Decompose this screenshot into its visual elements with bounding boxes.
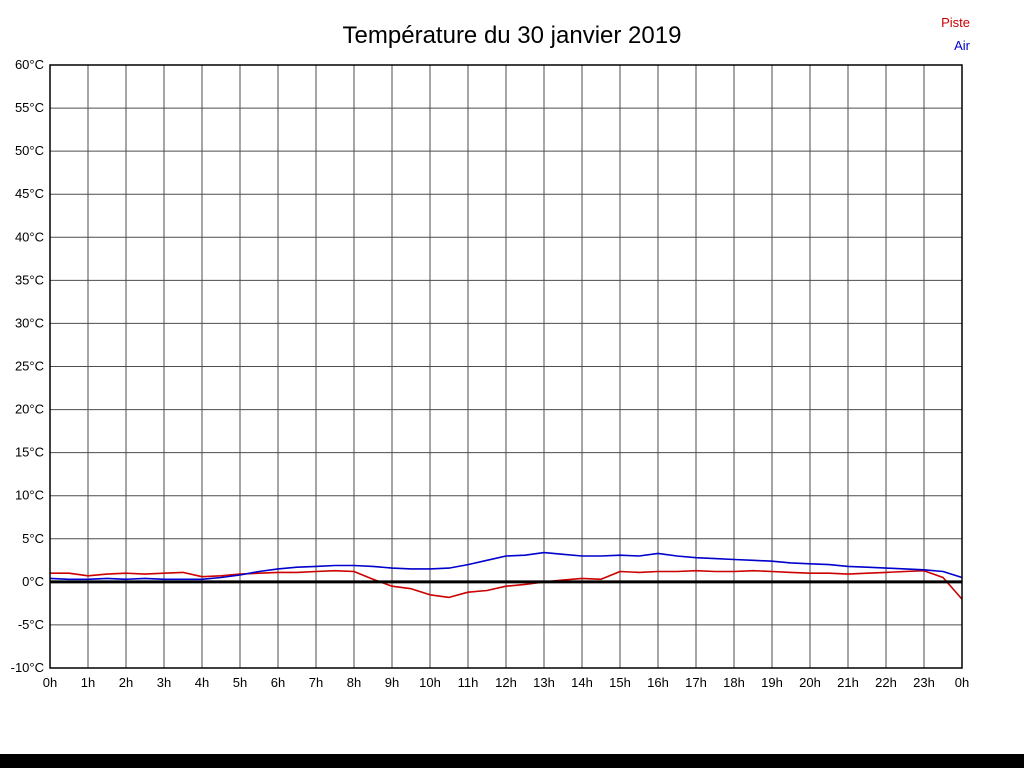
x-tick-label: 5h xyxy=(233,675,247,690)
y-tick-label: 30°C xyxy=(15,315,44,330)
chart-legend: Piste Air xyxy=(941,12,970,58)
x-tick-label: 4h xyxy=(195,675,209,690)
x-tick-label: 6h xyxy=(271,675,285,690)
legend-item-air: Air xyxy=(954,37,970,53)
y-tick-label: 40°C xyxy=(15,229,44,244)
y-tick-label: -5°C xyxy=(18,617,44,632)
x-tick-label: 16h xyxy=(647,675,669,690)
x-tick-label: 2h xyxy=(119,675,133,690)
x-tick-label: 12h xyxy=(495,675,517,690)
y-tick-label: 55°C xyxy=(15,100,44,115)
y-tick-label: 10°C xyxy=(15,488,44,503)
y-tick-label: 5°C xyxy=(22,531,44,546)
x-tick-label: 13h xyxy=(533,675,555,690)
grid-lines xyxy=(49,64,963,669)
y-tick-label: 25°C xyxy=(15,359,44,374)
x-tick-label: 9h xyxy=(385,675,399,690)
y-tick-label: 45°C xyxy=(15,186,44,201)
plot-border xyxy=(49,64,963,669)
y-tick-label: 0°C xyxy=(22,574,44,589)
x-tick-label: 14h xyxy=(571,675,593,690)
series-lines xyxy=(49,551,963,600)
x-tick-label: 11h xyxy=(458,675,479,690)
axis-tick-labels: -10°C -5°C 0°C 5°C 10°C 15°C 20°C 25°C 30°C 35°C 4… xyxy=(11,57,970,690)
chart-title: Température du 30 janvier 2019 xyxy=(342,22,682,49)
legend-item-piste: Piste xyxy=(941,15,970,30)
x-tick-label: 20h xyxy=(799,675,821,690)
x-tick-label: 18h xyxy=(723,675,745,690)
series-piste-line xyxy=(50,569,963,600)
y-tick-label: 35°C xyxy=(15,272,44,287)
x-tick-label: 10h xyxy=(419,675,441,690)
x-tick-label: 0h xyxy=(43,675,57,690)
x-tick-label: 1h xyxy=(81,675,95,690)
x-tick-label: 23h xyxy=(913,675,935,690)
y-tick-label: 15°C xyxy=(15,445,44,460)
y-tick-label: 60°C xyxy=(15,57,44,72)
bottom-black-bar xyxy=(0,754,1024,768)
x-tick-label: 7h xyxy=(309,675,323,690)
series-air-line xyxy=(49,551,963,581)
x-tick-label: 15h xyxy=(609,675,631,690)
y-tick-label: 20°C xyxy=(15,402,44,417)
x-tick-label: 3h xyxy=(157,675,171,690)
x-tick-label: 21h xyxy=(837,675,859,690)
y-tick-label: -10°C xyxy=(11,660,44,675)
x-tick-label: 17h xyxy=(685,675,707,690)
x-tick-label: 22h xyxy=(875,675,897,690)
y-tick-label: 50°C xyxy=(15,143,44,158)
temperature-line-chart: -10°C -5°C 0°C 5°C 10°C 15°C 20°C 25°C 30°C 35°C 4… xyxy=(11,57,970,690)
x-tick-label: 19h xyxy=(761,675,783,690)
x-tick-label: 0h xyxy=(955,675,969,690)
x-tick-label: 8h xyxy=(347,675,361,690)
